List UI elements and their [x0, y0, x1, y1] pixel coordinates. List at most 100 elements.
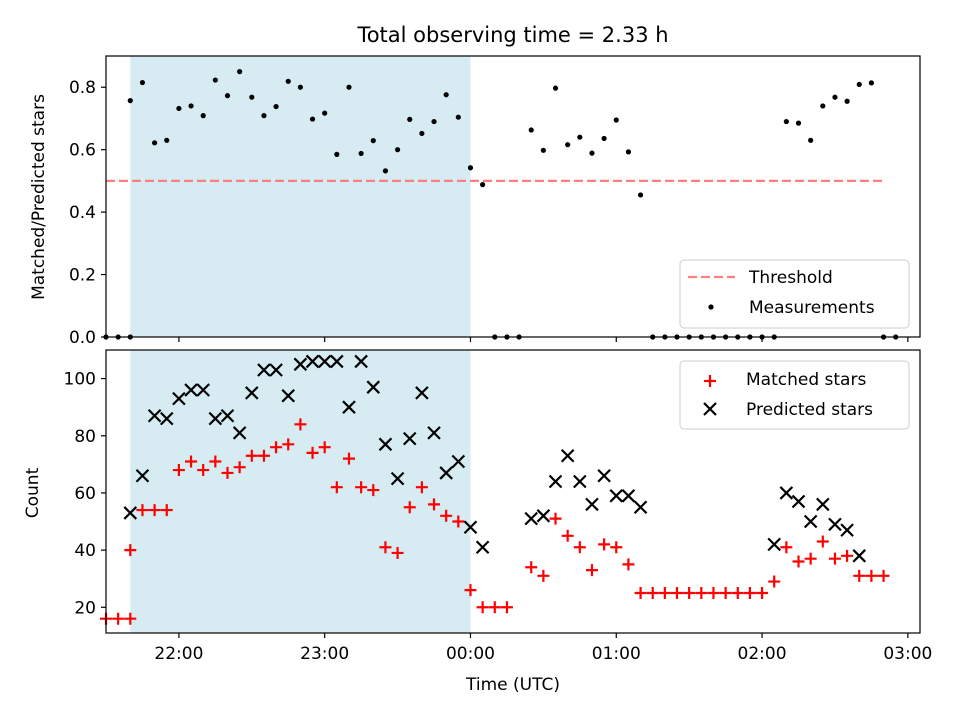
predicted-stars-point: [281, 388, 296, 403]
legend-measurements-swatch: [708, 304, 714, 310]
ratio-legend: Threshold Measurements: [679, 259, 910, 329]
matched-stars-point: [330, 481, 343, 494]
predicted-stars-point: [330, 354, 344, 369]
measurement-point: [565, 142, 571, 148]
y-tick-label: 0.6: [69, 141, 96, 161]
matched-stars-point: [525, 561, 538, 574]
measurement-point: [127, 98, 133, 104]
predicted-stars-point: [305, 354, 320, 369]
legend-measurements-label: Measurements: [749, 298, 875, 318]
y-tick-label: 0.4: [69, 203, 96, 223]
ratio-x-ticks: [178, 337, 909, 342]
predicted-stars-point: [269, 363, 283, 377]
measurement-point: [212, 77, 218, 83]
matched-stars-point: [695, 586, 708, 599]
x-tick-label: 23:00: [300, 644, 349, 664]
measurement-point: [188, 103, 194, 109]
measurement-point: [394, 147, 401, 153]
predicted-stars-point: [317, 354, 332, 369]
measurement-point: [637, 192, 644, 198]
matched-stars-point: [756, 586, 769, 599]
measurement-point: [200, 113, 206, 119]
matched-stars-point: [561, 529, 574, 542]
matched-stars-point: [707, 586, 720, 599]
measurement-point: [139, 79, 146, 86]
count-y-ticks: 20 40 60 80 100: [64, 370, 106, 618]
predicted-stars-point: [196, 383, 210, 397]
matched-stars-point: [282, 438, 295, 451]
measurement-point: [589, 150, 595, 156]
matched-stars-point: [828, 552, 841, 565]
legend-predicted-label: Predicted stars: [746, 400, 873, 420]
predicted-stars-point: [767, 537, 781, 552]
legend-predicted-swatch: [703, 402, 717, 416]
ratio-axes-frame: [105, 55, 921, 338]
predicted-stars-point: [232, 426, 247, 440]
measurement-point: [455, 114, 461, 120]
matched-stars-point: [148, 504, 161, 517]
legend-matched-label: Matched stars: [746, 370, 866, 390]
predicted-stars-point: [828, 517, 842, 532]
y-tick-label: 0.2: [69, 266, 96, 286]
measurement-point: [273, 103, 279, 110]
y-tick-label: 80: [74, 427, 96, 447]
matched-stars-point: [646, 586, 659, 599]
predicted-stars-point: [342, 400, 356, 414]
matched-stars-point: [452, 515, 465, 528]
matched-stars-point: [172, 464, 185, 477]
matched-stars-point: [768, 575, 781, 588]
predicted-stars-point: [840, 523, 854, 537]
measurement-point: [407, 116, 413, 122]
matched-stars-point: [318, 441, 331, 454]
measurement-point: [370, 138, 376, 144]
matched-stars-point: [537, 569, 550, 582]
axes-spines: [105, 55, 921, 338]
measurement-point: [151, 140, 158, 146]
matched-stars-point: [780, 541, 793, 554]
matched-stars-point: [464, 584, 477, 597]
predicted-stars-point: [390, 471, 405, 486]
predicted-stars-point: [816, 497, 830, 512]
measurement-point: [540, 147, 546, 153]
predicted-stars-point: [123, 506, 138, 520]
ratio-panel: 0.0 0.2 0.4 0.6 0.8 Total observing time = 2…: [29, 23, 921, 348]
matched-stars-point: [367, 484, 380, 497]
matched-stars-point: [355, 481, 368, 494]
matched-stars-point: [245, 449, 258, 462]
matched-stars-point: [124, 612, 137, 625]
predicted-stars-point: [779, 486, 794, 500]
matched-stars-point: [634, 586, 647, 599]
matched-stars-point: [731, 586, 744, 599]
matched-stars-point: [658, 586, 671, 599]
matched-stars-point: [804, 552, 817, 565]
matched-stars-point: [792, 555, 805, 568]
predicted-stars-point: [147, 408, 162, 423]
predicted-stars-point: [427, 426, 441, 440]
predicted-stars-point: [560, 448, 575, 463]
count-x-ticks: 22:00 23:00 00:00 01:00 02:00 03:00: [154, 633, 932, 664]
observing-window-shade-bottom: [130, 350, 471, 633]
count-legend: Matched stars Predicted stars: [679, 360, 910, 430]
measurement-point: [309, 116, 316, 122]
measurement-point: [552, 85, 559, 91]
measurement-point: [261, 113, 267, 119]
predicted-stars-point: [463, 520, 478, 535]
measurement-point: [528, 127, 534, 133]
predicted-stars-point: [475, 540, 490, 555]
count-legend-box: [679, 360, 910, 430]
predicted-stars-point: [293, 357, 308, 372]
measurement-point: [334, 151, 340, 157]
measurement-point: [783, 118, 789, 125]
predicted-stars-point: [172, 391, 186, 406]
predicted-stars-point: [791, 494, 806, 509]
predicted-stars-point: [378, 437, 393, 452]
matched-stars-point: [719, 586, 732, 599]
predicted-stars-point: [220, 408, 235, 423]
predicted-stars-point: [609, 489, 624, 503]
measurement-point: [285, 78, 291, 84]
measurement-point: [176, 105, 182, 112]
matched-stars-point: [743, 586, 756, 599]
matched-stars-point: [270, 441, 283, 454]
predicted-stars-point: [573, 474, 587, 489]
measurement-point: [601, 135, 607, 142]
